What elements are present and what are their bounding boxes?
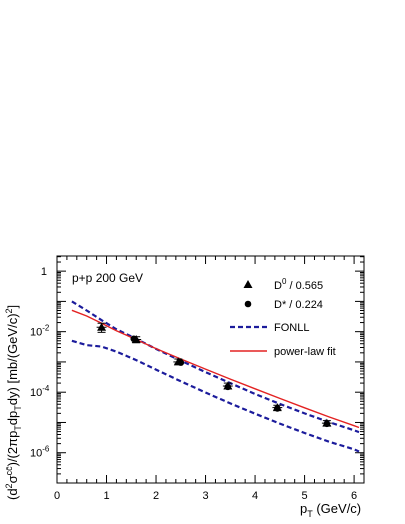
dstar-point [274,405,281,412]
x-tick-label: 1 [103,490,109,502]
dstar-point [224,383,232,391]
annotation-system: p+p 200 GeV [72,271,143,285]
legend-label-dstar: D* / 0.224 [274,299,323,311]
x-tick-label: 4 [252,490,258,502]
x-axis-title-base: p [300,501,307,516]
fonll-curve [71,339,360,453]
y-tick-label: 10-2 [30,324,50,339]
axis-ticks: 0 1 2 3 4 5 6 1 10-2 10-4 10-6 [30,256,365,502]
legend-label-powerlaw: power-law fit [274,346,336,358]
legend-label-fonll: FONLL [274,322,309,334]
power-law-fit-curve [71,309,360,429]
x-axis-title-rest: (GeV/c) [313,501,361,516]
dstar-point [130,335,138,343]
legend-d0-marker [243,280,253,288]
legend-dstar-marker [244,300,252,308]
y-tick-label: 1 [41,266,47,278]
dstar-point [323,420,331,428]
x-axis-title: pT (GeV/c) [300,501,361,519]
legend-label-d0: D0 / 0.565 [274,277,323,292]
y-tick-label: 10-6 [30,445,50,460]
x-tick-label: 2 [153,490,159,502]
x-tick-label: 3 [202,490,208,502]
y-axis-title: (d2σcc̄)/(2πpTdpTdy) [mb/(GeV/c)2] [4,305,23,500]
x-axis-title-sub: T [307,509,313,519]
x-tick-label: 6 [351,490,357,502]
legend: D0 / 0.565 D* / 0.224 FONLL power-law fit [230,277,336,358]
d0-point [97,322,107,331]
fonll-curve [71,300,360,434]
x-tick-label: 5 [302,490,308,502]
plot-frame [56,255,365,484]
x-tick-label: 0 [54,490,60,502]
y-tick-label: 10-4 [30,384,50,399]
model-curves [71,300,360,453]
data-points [96,322,332,428]
dstar-point [177,359,185,366]
